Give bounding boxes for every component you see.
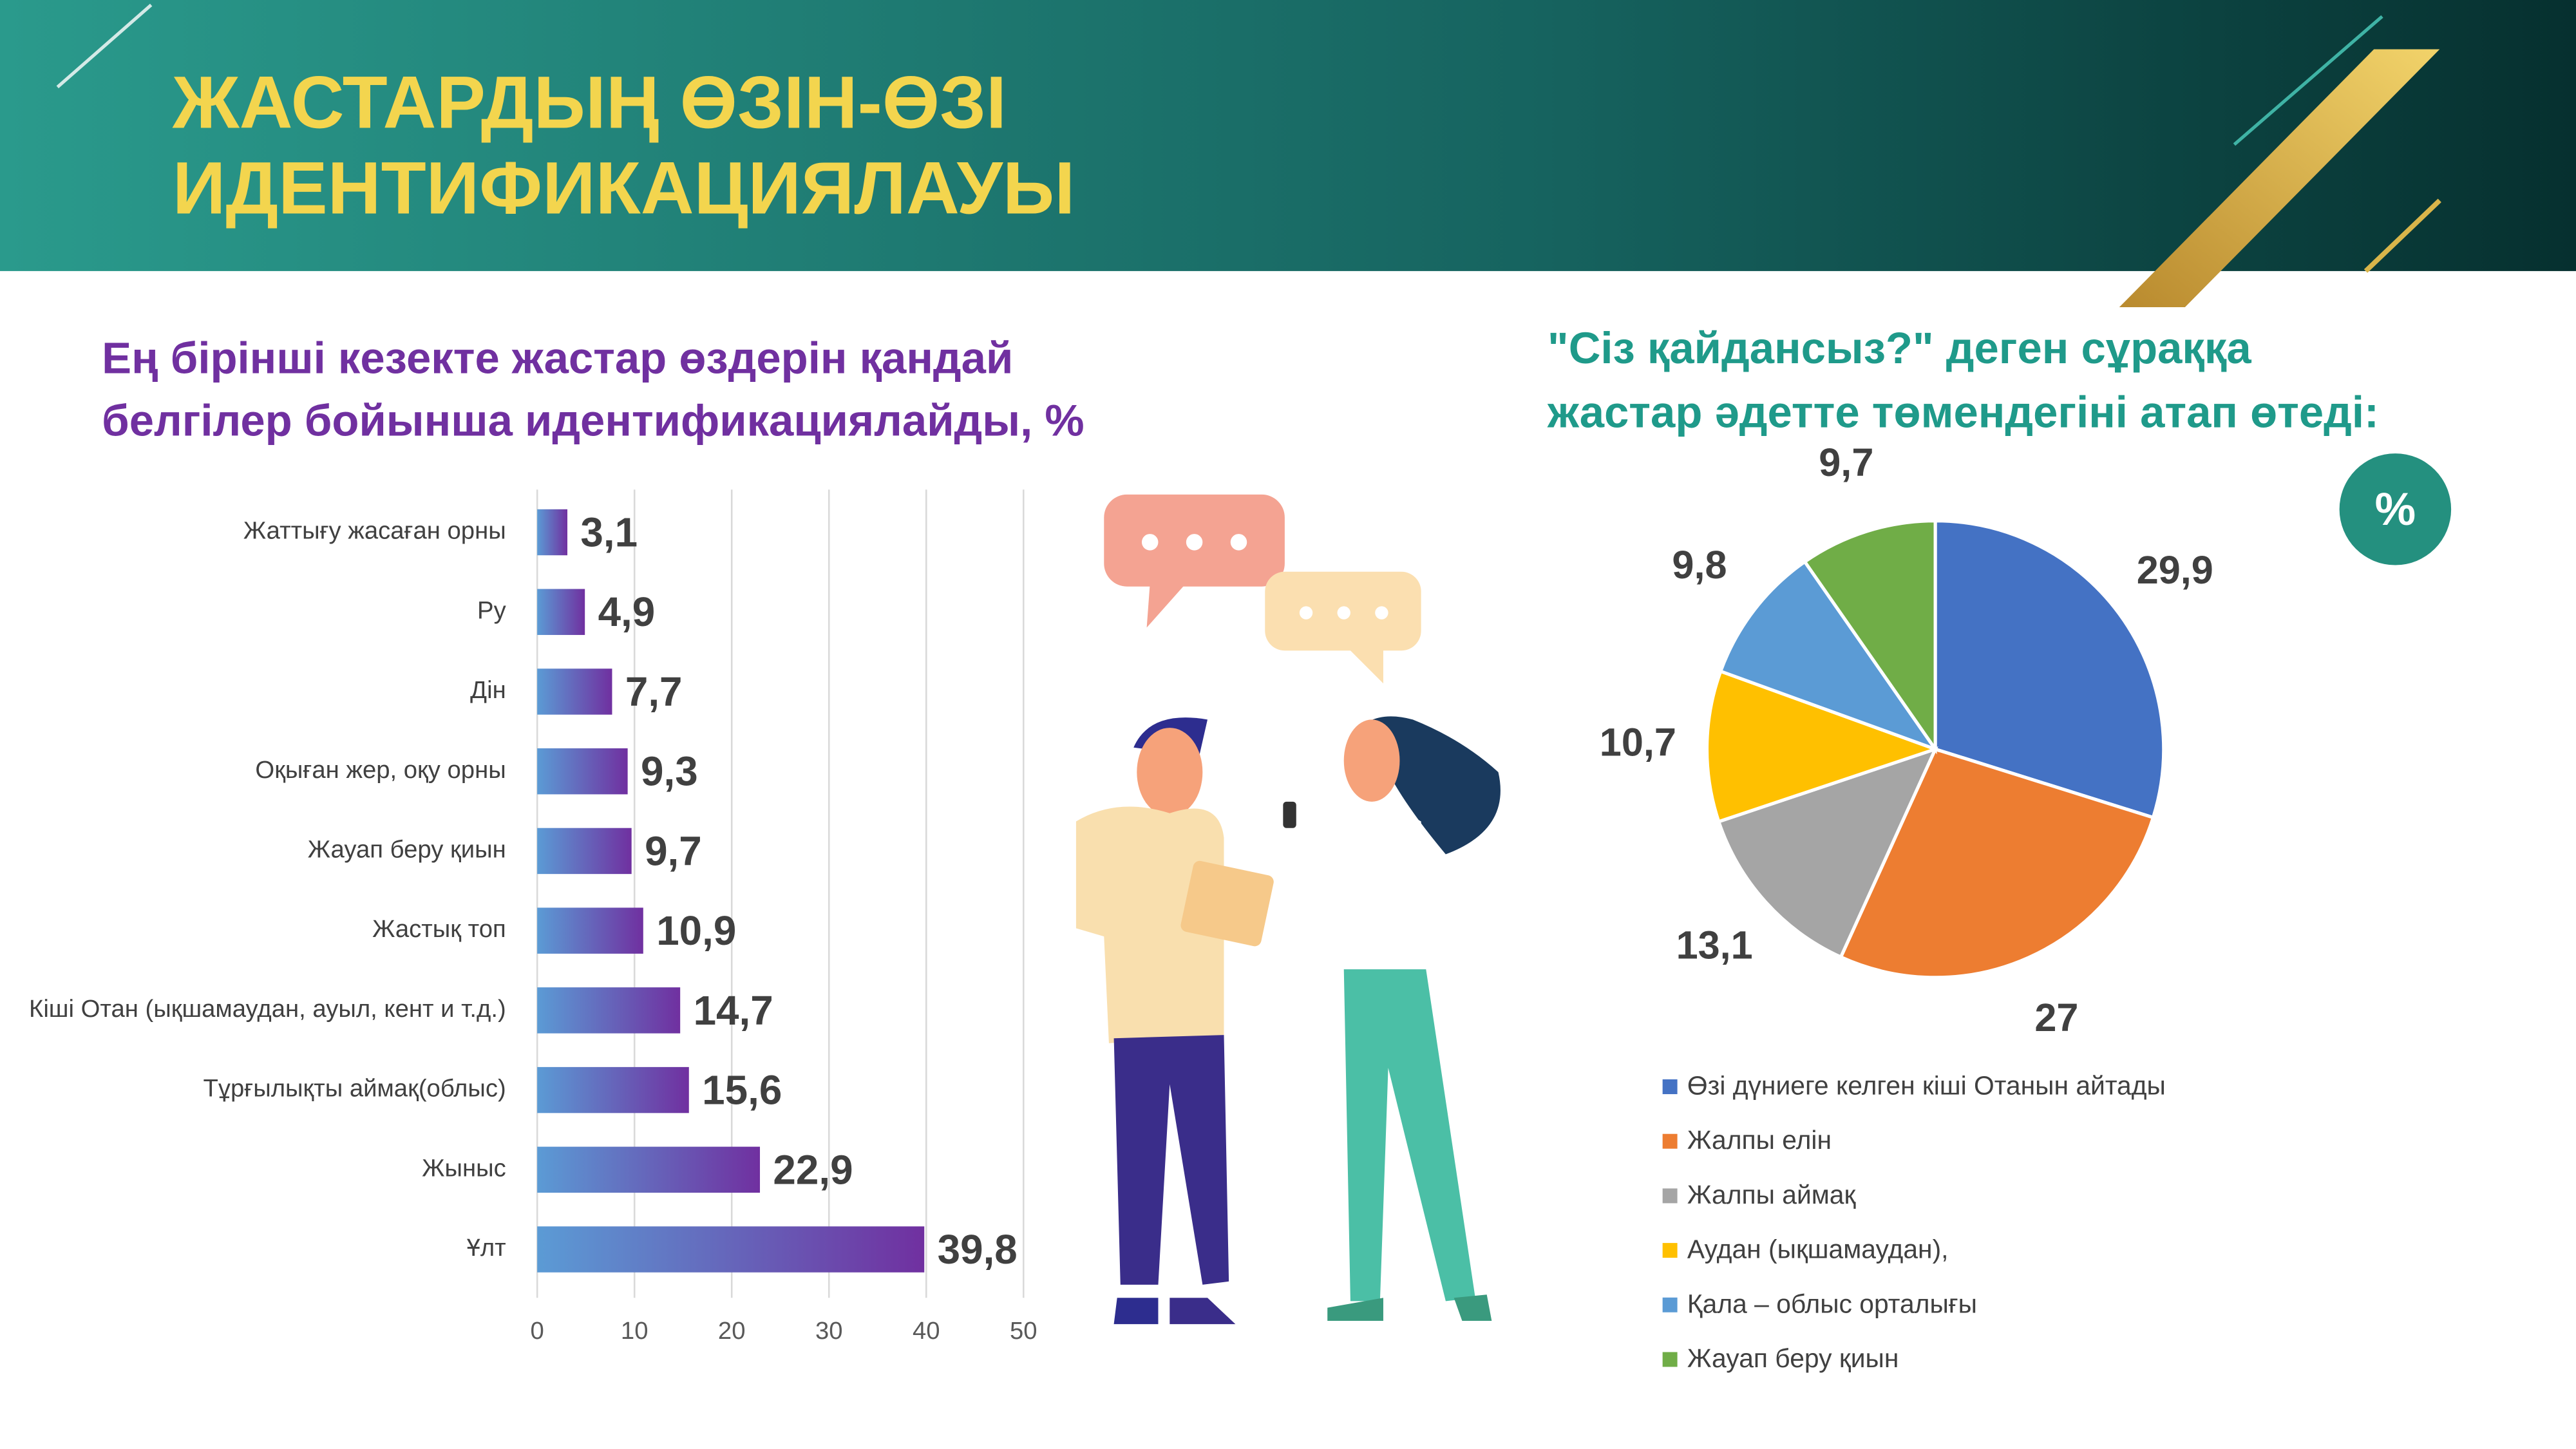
legend-swatch: [1662, 1243, 1678, 1258]
y-tick-label: Жаттығу жасаған орны: [243, 517, 506, 545]
y-tick-label: Жастық топ: [372, 915, 506, 943]
y-tick-label: Жауап беру қиын: [308, 836, 506, 864]
bar: [537, 907, 643, 954]
bar: [537, 509, 567, 556]
y-tick-label: Ру: [477, 596, 507, 624]
decor-line: [2233, 15, 2383, 146]
x-tick-label: 10: [621, 1317, 649, 1345]
illustration: [1075, 494, 1501, 1325]
pie-slice: [1933, 519, 2166, 820]
bar: [537, 1146, 761, 1193]
pie-slice: [1705, 669, 1940, 824]
badge: [2339, 453, 2452, 565]
legend-label: Аудан (ықшамаудан),: [1687, 1235, 1949, 1264]
chart-title: жастар әдетте төмендегіні атап өтеді:: [1547, 388, 2379, 437]
data-label: 9,7: [645, 828, 702, 874]
legend-label: Жалпы аймақ: [1687, 1180, 1857, 1209]
decor-line: [56, 3, 153, 89]
data-label: 15,6: [702, 1067, 782, 1113]
bar: [537, 589, 585, 635]
chart-title: Ең бірінші кезекте жастар өздерін қандай: [102, 333, 1013, 383]
legend-label: Өзі дүниеге келген кіші Отанын айтады: [1687, 1071, 2166, 1101]
data-label: 7,7: [625, 668, 683, 715]
data-label: 22,9: [773, 1146, 853, 1193]
legend-label: Жалпы елін: [1687, 1125, 1832, 1155]
bar: [537, 748, 628, 795]
x-tick-label: 30: [815, 1317, 843, 1345]
y-tick-label: Жыныс: [422, 1154, 506, 1182]
data-label: 4,9: [598, 589, 656, 635]
bar: [537, 668, 612, 715]
legend-swatch: [1662, 1133, 1678, 1149]
data-label: 13,1: [1676, 923, 1753, 967]
legend-label: Жауап беру қиын: [1687, 1343, 1899, 1373]
page-title: ЖАСТАРДЫҢ ӨЗІН-ӨЗІ: [172, 62, 1007, 144]
data-label: 14,7: [694, 987, 773, 1034]
bar: [537, 987, 681, 1034]
chart-title: белгілер бойынша идентификациялайды, %: [102, 395, 1084, 445]
y-tick-label: Дін: [470, 676, 506, 704]
x-tick-label: 40: [913, 1317, 940, 1345]
bar: [537, 1226, 925, 1273]
data-label: 27: [2034, 996, 2078, 1039]
legend-swatch: [1662, 1352, 1678, 1367]
y-tick-label: Тұрғылықты аймақ(облыс): [203, 1075, 506, 1103]
y-tick-label: Кіші Отан (ықшамаудан, ауыл, кент и т.д.…: [29, 995, 506, 1023]
pie-slice: [1716, 746, 1938, 960]
data-label: 10,7: [1600, 721, 1676, 764]
data-label: 10,9: [656, 907, 736, 954]
decor-line: [2363, 198, 2441, 273]
page-title: ИДЕНТИФИКАЦИЯЛАУЫ: [173, 147, 1075, 229]
badge-label: %: [2375, 484, 2416, 535]
bar: [537, 1066, 689, 1113]
legend-swatch: [1662, 1297, 1678, 1312]
data-label: 3,1: [580, 509, 638, 555]
header-band: [0, 0, 2576, 271]
chart-title: "Сіз қайдансыз?" деген сұраққа: [1548, 323, 2251, 373]
bar: [537, 828, 632, 875]
data-label: 39,8: [938, 1226, 1018, 1273]
y-tick-label: Ұлт: [467, 1234, 506, 1262]
data-label: 29,9: [2137, 548, 2213, 592]
legend-label: Қала – облыс орталығы: [1687, 1289, 1977, 1318]
data-label: 9,8: [1672, 543, 1727, 587]
x-tick-label: 20: [718, 1317, 746, 1345]
x-tick-label: 0: [531, 1317, 544, 1345]
legend-swatch: [1662, 1079, 1678, 1094]
data-label: 9,3: [641, 748, 698, 795]
gold-stripe: [2119, 49, 2440, 308]
pie-slice: [1802, 519, 1937, 755]
data-label: 9,7: [1819, 440, 1873, 484]
y-tick-label: Оқыған жер, оқу орны: [255, 756, 506, 784]
x-tick-label: 50: [1010, 1317, 1037, 1345]
pie-slice: [1718, 559, 1940, 753]
pie-slice: [1839, 747, 2155, 980]
legend-swatch: [1662, 1188, 1678, 1204]
